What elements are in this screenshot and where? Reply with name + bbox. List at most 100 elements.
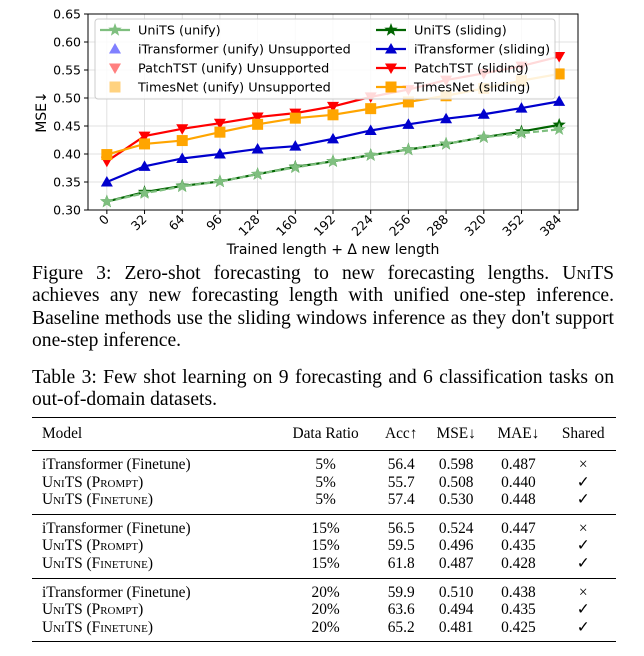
header-mse: MSE↓ xyxy=(436,425,476,443)
cell-acc: 61.8 xyxy=(387,554,415,572)
y-tick-label: 0.45 xyxy=(53,119,81,134)
cell-acc: 56.4 xyxy=(387,456,415,473)
cell-acc: 65.2 xyxy=(387,618,415,636)
data-point xyxy=(251,112,264,124)
data-point xyxy=(100,194,114,208)
cell-mse: 0.481 xyxy=(438,618,474,636)
data-point xyxy=(327,101,339,113)
data-point xyxy=(175,179,189,193)
table-row: UniTS (Prompt) 15% 59.5 0.496 0.435 ✓ xyxy=(32,537,616,555)
cell-mse: 0.508 xyxy=(438,473,474,491)
series-units-unify xyxy=(100,122,566,208)
cell-shared: × xyxy=(578,456,588,473)
cell-acc: 57.4 xyxy=(387,491,415,509)
cell-ratio: 5% xyxy=(315,473,336,491)
cell-ratio: 15% xyxy=(311,537,340,555)
header-data-ratio: Data Ratio xyxy=(292,425,359,443)
header-mae: MAE↓ xyxy=(497,425,540,443)
data-point xyxy=(402,96,414,108)
header-model: Model xyxy=(42,425,83,443)
x-tick-label: 384 xyxy=(537,211,565,239)
cell-model: iTransformer (Finetune) xyxy=(42,583,191,601)
x-tick-label: 96 xyxy=(203,211,225,233)
y-tick-label: 0.60 xyxy=(53,35,81,50)
cell-mse: 0.496 xyxy=(438,537,474,555)
cell-mse: 0.530 xyxy=(438,491,474,509)
cell-ratio: 15% xyxy=(311,519,340,537)
x-tick-label: 192 xyxy=(311,212,338,239)
data-point xyxy=(213,148,226,159)
y-tick-label: 0.40 xyxy=(53,147,81,162)
legend-label: TimesNet (unify) Unsupported xyxy=(137,81,331,96)
cell-shared: × xyxy=(578,519,588,537)
data-point xyxy=(176,124,189,135)
data-point xyxy=(514,126,529,139)
x-tick-label: 64 xyxy=(165,211,187,233)
cell-mse: 0.524 xyxy=(438,519,474,537)
cell-model: iTransformer (Finetune) xyxy=(42,456,191,473)
x-tick-label: 0 xyxy=(96,211,112,227)
legend-marker xyxy=(384,23,398,36)
data-point xyxy=(289,140,302,151)
data-point xyxy=(327,132,339,144)
table-row: iTransformer (Finetune) 5% 56.4 0.598 0.… xyxy=(32,450,616,474)
table-row: iTransformer (Finetune) 15% 56.5 0.524 0… xyxy=(32,514,616,537)
x-axis-label: Trained length + Δ new length xyxy=(226,242,440,258)
data-point xyxy=(101,149,113,161)
cell-model: UniTS (Prompt) xyxy=(42,473,144,491)
cell-shared: ✓ xyxy=(576,618,590,636)
legend-label: iTransformer (unify) Unsupported xyxy=(138,43,351,58)
line-chart: 0.30 0.35 0.40 0.45 0.50 0.55 0.60 0.65 0 32 64 96 1… xyxy=(34,7,579,258)
cell-model: UniTS (Prompt) xyxy=(42,601,144,619)
y-axis-label: MSE↓ xyxy=(34,91,50,133)
x-tick-label: 32 xyxy=(128,212,150,234)
header-acc: Acc↑ xyxy=(384,425,418,443)
cell-mae: 0.435 xyxy=(501,601,536,619)
y-tick-label: 0.50 xyxy=(53,91,81,106)
data-point xyxy=(326,154,340,167)
data-point xyxy=(214,126,226,138)
legend: UniTS (unify) UniTS (sliding) iTransformer… xyxy=(94,18,556,100)
data-point xyxy=(364,124,377,135)
legend-label: PatchTST (sliding) xyxy=(414,62,529,77)
data-point xyxy=(553,52,566,63)
data-point xyxy=(138,131,151,143)
cell-mae: 0.440 xyxy=(501,473,536,491)
legend-label: UniTS (unify) xyxy=(138,24,221,39)
cell-mse: 0.487 xyxy=(438,554,474,572)
x-tick-label: 160 xyxy=(273,211,301,239)
y-tick-label: 0.35 xyxy=(53,175,81,190)
cell-shared: × xyxy=(578,583,588,601)
data-point xyxy=(176,135,188,147)
cell-model: UniTS (Prompt) xyxy=(42,537,144,555)
cell-mse: 0.510 xyxy=(438,583,474,601)
cell-mae: 0.425 xyxy=(501,618,536,636)
table-row: iTransformer (Finetune) 20% 59.9 0.510 0… xyxy=(32,578,616,601)
data-point xyxy=(401,142,415,156)
cell-shared: ✓ xyxy=(576,554,590,572)
table-row: UniTS (Finetune) 5% 57.4 0.530 0.448 ✓ xyxy=(32,491,616,514)
legend-label: TimesNet (sliding) xyxy=(413,81,530,96)
cell-mse: 0.598 xyxy=(438,456,474,473)
y-tick-label: 0.55 xyxy=(53,63,81,78)
data-point xyxy=(553,95,566,106)
table-row: UniTS (Finetune) 15% 61.8 0.487 0.428 ✓ xyxy=(32,555,616,578)
cell-acc: 59.5 xyxy=(387,537,415,555)
cell-mae: 0.447 xyxy=(501,519,536,537)
data-point xyxy=(251,167,265,180)
x-tick-label: 352 xyxy=(499,212,526,239)
cell-mae: 0.487 xyxy=(501,456,536,473)
figure-label: Figure 3: xyxy=(32,263,112,284)
legend-marker xyxy=(108,23,122,36)
cell-model: iTransformer (Finetune) xyxy=(42,519,191,537)
table-row: UniTS (Prompt) 5% 55.7 0.508 0.440 ✓ xyxy=(32,474,616,492)
data-point xyxy=(552,122,566,135)
data-point xyxy=(176,152,189,163)
cell-ratio: 20% xyxy=(311,601,340,619)
legend-marker xyxy=(109,43,121,54)
cell-shared: ✓ xyxy=(576,601,590,619)
x-tick-label: 224 xyxy=(348,211,376,239)
figure-caption-text: Zero-shot forecasting to new forecasting… xyxy=(111,263,563,284)
cell-model: UniTS (Finetune) xyxy=(42,618,153,636)
data-point xyxy=(137,186,152,199)
